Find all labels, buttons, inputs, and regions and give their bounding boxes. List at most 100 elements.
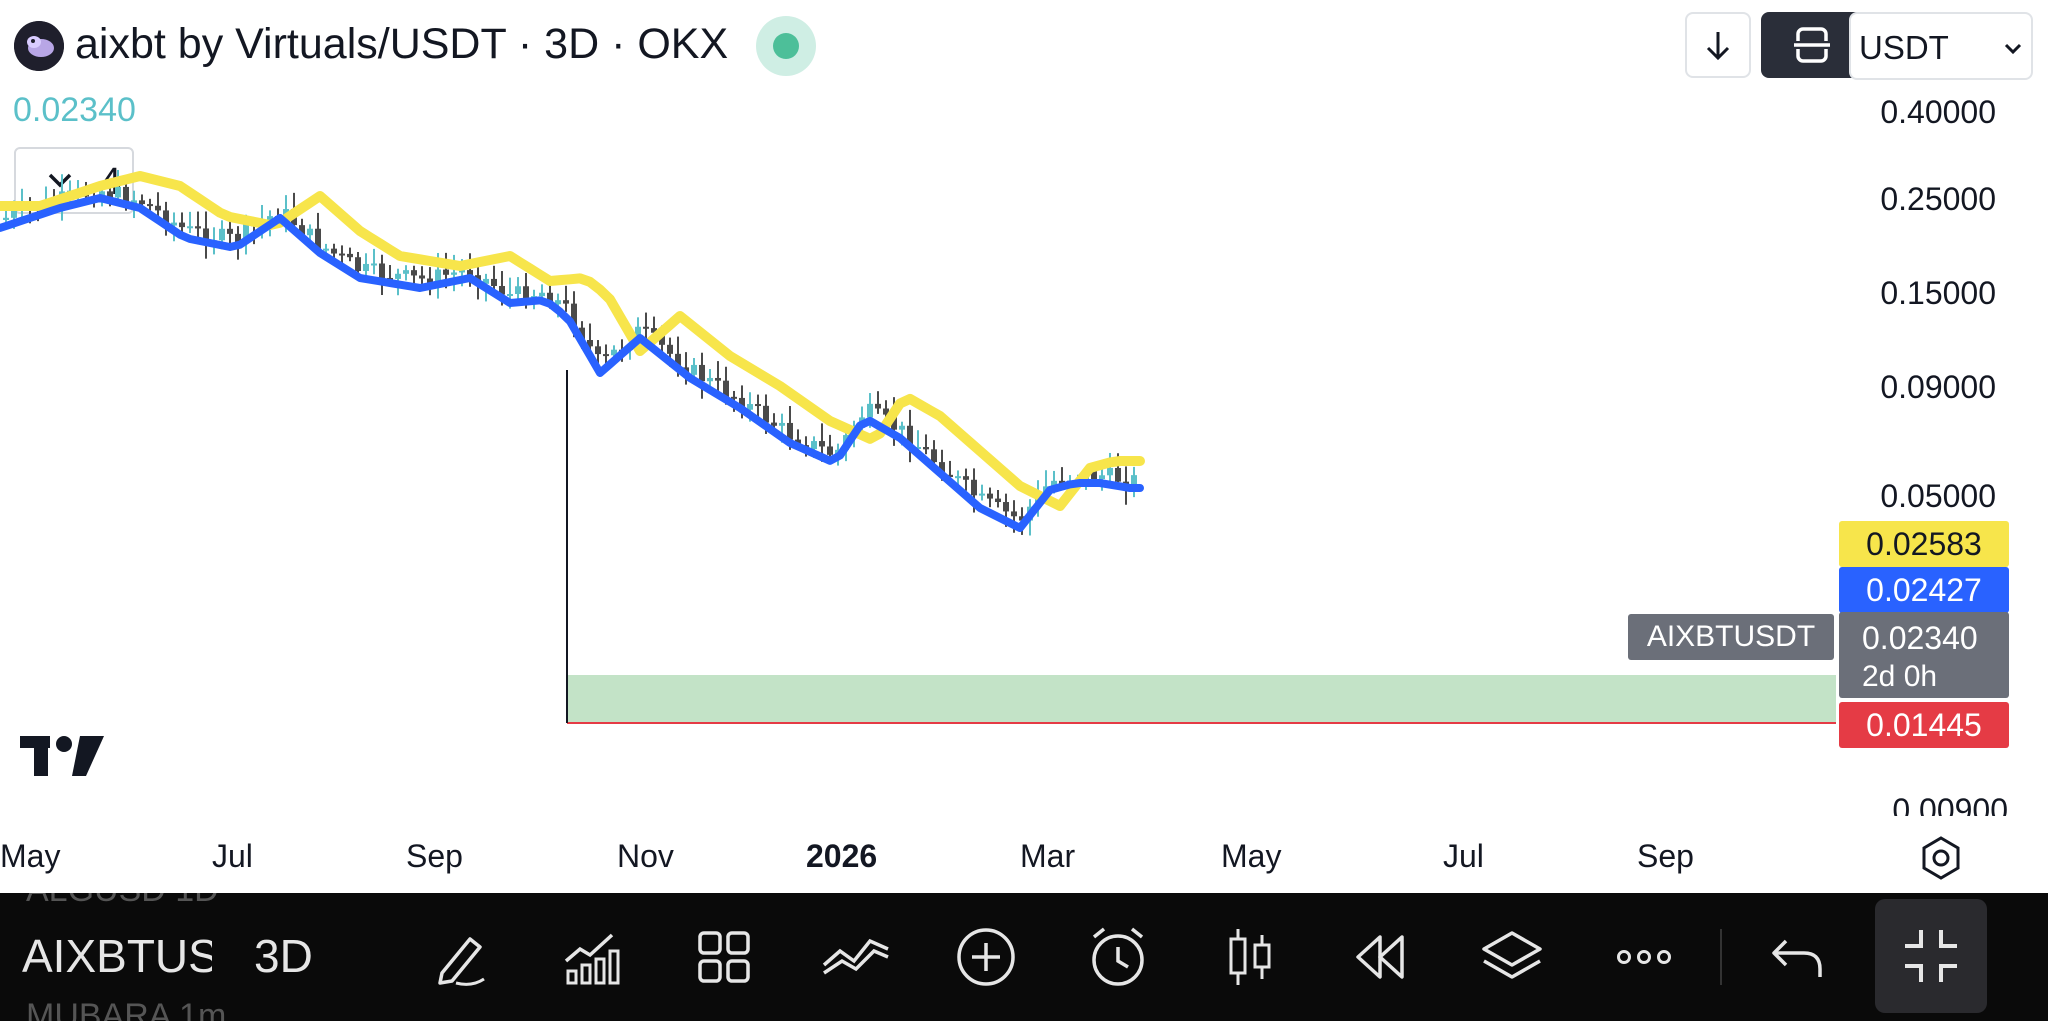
currency-select[interactable]: USDT bbox=[1849, 12, 2033, 80]
compare-lines-icon[interactable] bbox=[820, 921, 892, 993]
fast-ma-line bbox=[0, 194, 1144, 532]
candle-body bbox=[979, 493, 985, 496]
candle-body bbox=[787, 422, 793, 440]
candle-body bbox=[1019, 516, 1025, 521]
toolbar-symbol[interactable]: AIXBTUSDT bbox=[22, 930, 212, 982]
candlestick-type-icon[interactable] bbox=[1214, 921, 1286, 993]
candle-body bbox=[547, 292, 553, 305]
candle-body bbox=[187, 226, 193, 229]
candle-body bbox=[339, 253, 345, 256]
candle-body bbox=[11, 210, 17, 218]
candle-body bbox=[523, 286, 529, 303]
candle-body bbox=[723, 380, 729, 397]
candle-body bbox=[579, 327, 585, 341]
candle-body bbox=[443, 269, 449, 275]
candle-body bbox=[1099, 475, 1105, 480]
candle-body bbox=[1051, 480, 1057, 487]
settings-icon[interactable] bbox=[1917, 834, 1965, 882]
price-chart[interactable] bbox=[0, 80, 1836, 890]
candle-body bbox=[875, 403, 881, 409]
layers-icon[interactable] bbox=[1476, 921, 1548, 993]
candle-body bbox=[163, 210, 169, 226]
candle-body bbox=[459, 270, 465, 273]
candle-body bbox=[171, 222, 177, 226]
candle-body bbox=[1011, 511, 1017, 517]
candle-body bbox=[987, 493, 993, 499]
candle-body bbox=[179, 222, 185, 228]
drawing-pen-icon[interactable] bbox=[426, 921, 498, 993]
chevron-down-icon bbox=[2004, 43, 2022, 55]
candle-body bbox=[659, 332, 665, 345]
candle-body bbox=[771, 422, 777, 426]
add-circle-icon[interactable] bbox=[950, 921, 1022, 993]
candle-body bbox=[371, 263, 377, 266]
symbol-title[interactable]: aixbt by Virtuals/USDT · 3D · OKX bbox=[75, 20, 729, 68]
time-tick: Nov bbox=[617, 838, 674, 874]
more-options-icon[interactable] bbox=[1608, 921, 1680, 993]
time-tick: May bbox=[1221, 838, 1282, 874]
token-logo-icon bbox=[14, 21, 64, 71]
symbol-list-next[interactable]: MUBARA 1m bbox=[26, 997, 227, 1021]
last-price-tag: 0.02340 2d 0h bbox=[1839, 612, 2009, 698]
candle-body bbox=[891, 414, 897, 430]
candle-body bbox=[907, 425, 913, 448]
currency-label: USDT bbox=[1859, 29, 1949, 66]
toolbar-interval[interactable]: 3D bbox=[254, 930, 313, 982]
candle-body bbox=[235, 233, 241, 243]
candle-body bbox=[675, 353, 681, 368]
candle-body bbox=[995, 498, 1001, 503]
candle-body bbox=[403, 270, 409, 274]
candle-body bbox=[299, 225, 305, 236]
candle-body bbox=[899, 425, 905, 430]
last-price-label: 0.02340 bbox=[13, 91, 136, 129]
candle-body bbox=[955, 476, 961, 479]
time-tick: Sep bbox=[1637, 838, 1694, 874]
time-tick-year: 2026 bbox=[806, 838, 878, 874]
candle-body bbox=[355, 257, 361, 271]
replay-rewind-icon[interactable] bbox=[1344, 921, 1416, 993]
time-tick: Mar bbox=[1020, 838, 1076, 874]
alarm-clock-icon[interactable] bbox=[1082, 921, 1154, 993]
candle-body bbox=[707, 377, 713, 382]
candle-body bbox=[651, 328, 657, 333]
candle-body bbox=[507, 293, 513, 296]
candle-body bbox=[971, 479, 977, 496]
candle-body bbox=[1107, 467, 1113, 476]
candle-body bbox=[435, 269, 441, 286]
last-price-value: 0.02340 bbox=[1862, 620, 1978, 656]
candle-body bbox=[539, 292, 545, 297]
download-button[interactable] bbox=[1685, 12, 1751, 78]
price-tick: 0.05000 bbox=[1880, 478, 1996, 514]
exit-fullscreen-button[interactable] bbox=[1875, 899, 1987, 1013]
price-tick: 0.00900 bbox=[1892, 792, 2008, 816]
bottom-toolbar: ALGUSD 1D MUBARA 1m AIXBTUSDT 3D bbox=[0, 893, 2048, 1021]
time-tick: Jul bbox=[212, 838, 253, 874]
candle-body bbox=[587, 340, 593, 347]
candle-body bbox=[467, 270, 473, 276]
layout-grid-icon[interactable] bbox=[688, 921, 760, 993]
fullscreen-button[interactable] bbox=[1761, 12, 1863, 78]
indicators-chart-icon[interactable] bbox=[556, 921, 628, 993]
undo-icon[interactable] bbox=[1762, 921, 1834, 993]
candle-body bbox=[867, 403, 873, 418]
candle-body bbox=[267, 216, 273, 222]
candle-body bbox=[123, 186, 129, 204]
candle-body bbox=[763, 405, 769, 423]
price-tick: 0.25000 bbox=[1880, 181, 1996, 217]
candle-body bbox=[1131, 475, 1137, 488]
symbol-list-prev[interactable]: ALGUSD 1D bbox=[26, 893, 219, 910]
candle-body bbox=[555, 300, 561, 305]
candle-body bbox=[203, 228, 209, 243]
candle-body bbox=[315, 228, 321, 250]
candle-body bbox=[947, 474, 953, 478]
candle-body bbox=[483, 278, 489, 284]
candle-body bbox=[419, 275, 425, 279]
candle-body bbox=[155, 205, 161, 211]
candle-body bbox=[515, 286, 521, 294]
candle-body bbox=[243, 223, 249, 243]
candle-body bbox=[139, 200, 145, 205]
candle-body bbox=[3, 217, 9, 220]
collapse-icon bbox=[1905, 930, 1957, 982]
price-tick: 0.15000 bbox=[1880, 275, 1996, 311]
